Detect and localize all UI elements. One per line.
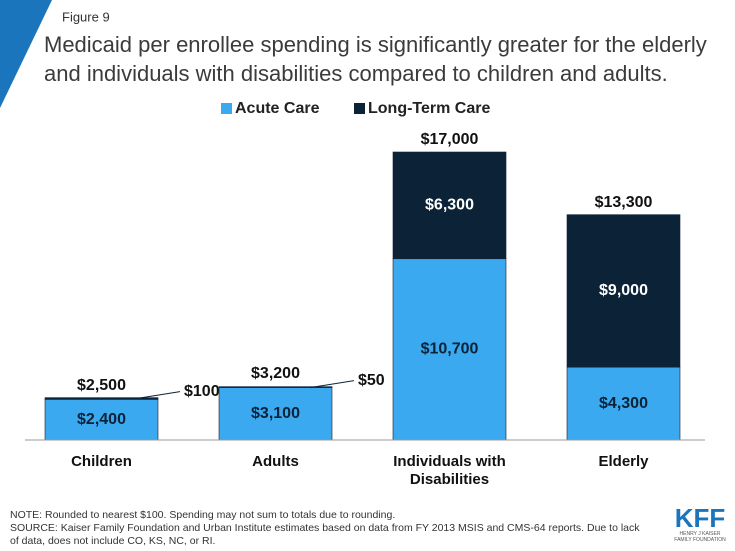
x-tick-label: Children bbox=[71, 453, 132, 470]
leader-line bbox=[135, 391, 181, 400]
value-label: $6,300 bbox=[425, 197, 474, 214]
logo-name: KFF bbox=[674, 503, 726, 533]
legend-label: Long-Term Care bbox=[368, 100, 490, 117]
bar-segment bbox=[566, 366, 681, 441]
value-label: $100 bbox=[184, 383, 220, 400]
logo-tagline: HENRY J KAISER FAMILY FOUNDATION bbox=[674, 531, 726, 543]
total-label: $13,300 bbox=[595, 194, 653, 211]
notes: NOTE: Rounded to nearest $100. Spending … bbox=[10, 509, 650, 548]
total-label: $3,200 bbox=[251, 365, 300, 382]
leader-line bbox=[309, 380, 355, 389]
figure-label: Figure 9 bbox=[62, 9, 110, 24]
total-label: $17,000 bbox=[421, 131, 479, 148]
x-tick-label: Adults bbox=[252, 453, 299, 470]
bar-segment bbox=[566, 214, 681, 368]
legend-swatch bbox=[221, 103, 232, 114]
bar-segment bbox=[218, 386, 333, 388]
chart-title: Medicaid per enrollee spending is signif… bbox=[44, 32, 707, 86]
value-label: $9,000 bbox=[599, 282, 648, 299]
bar-segment bbox=[44, 397, 159, 400]
logo: KFF HENRY J KAISER FAMILY FOUNDATION bbox=[672, 505, 728, 543]
x-tick-label: Individuals with Disabilities bbox=[393, 453, 506, 488]
x-tick-label: Elderly bbox=[598, 453, 649, 470]
value-label: $50 bbox=[358, 372, 385, 389]
bar-segment bbox=[392, 258, 507, 441]
bar-segment bbox=[392, 151, 507, 260]
legend-label: Acute Care bbox=[235, 100, 320, 117]
corner-decoration bbox=[0, 0, 52, 108]
value-label: $10,700 bbox=[421, 341, 479, 358]
legend-swatch bbox=[354, 103, 365, 114]
source: SOURCE: Kaiser Family Foundation and Urb… bbox=[10, 522, 640, 547]
value-label: $2,400 bbox=[77, 411, 126, 428]
total-label: $2,500 bbox=[77, 377, 126, 394]
value-label: $3,100 bbox=[251, 405, 300, 422]
value-label: $4,300 bbox=[599, 395, 648, 412]
note: NOTE: Rounded to nearest $100. Spending … bbox=[10, 509, 396, 521]
